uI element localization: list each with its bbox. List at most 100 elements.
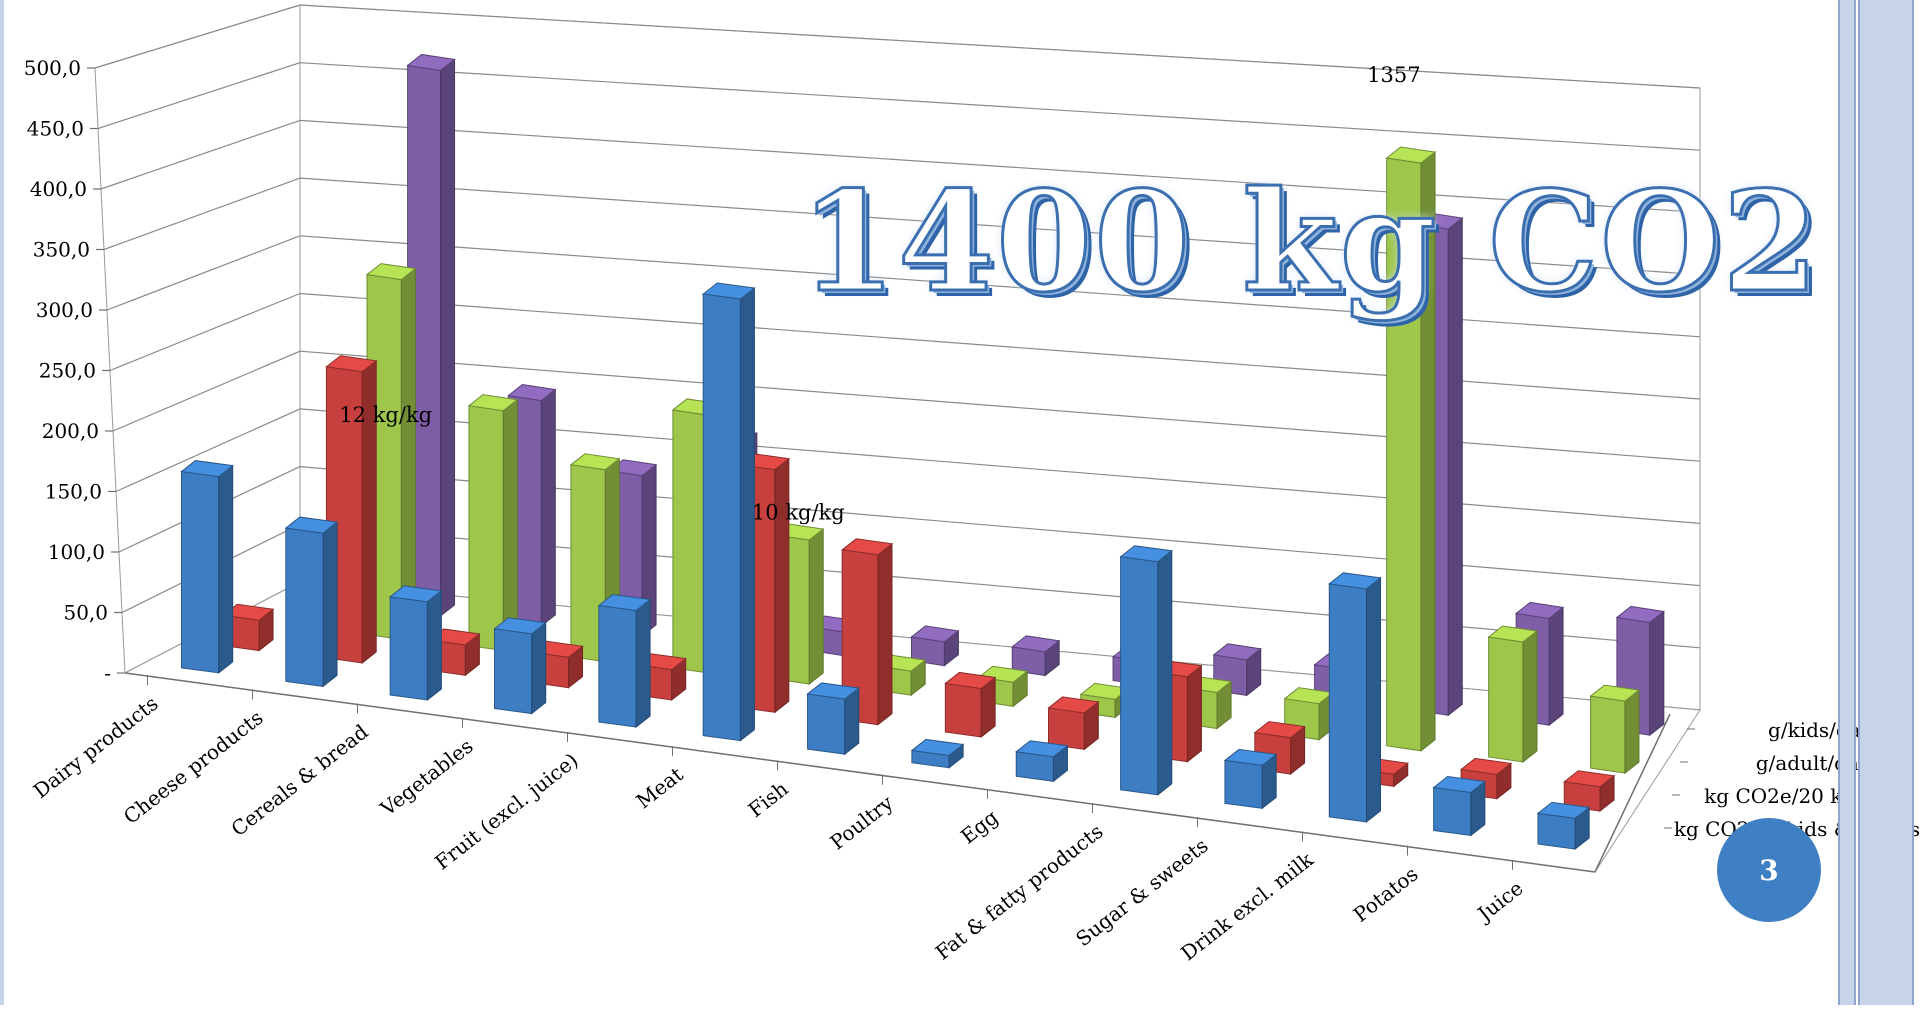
- gridline-side: [97, 62, 301, 130]
- depth-axis-line: [1594, 713, 1671, 873]
- bar-side: [502, 398, 518, 652]
- bar-front: [1433, 786, 1472, 837]
- x-tick-label: Potatos: [1349, 862, 1423, 927]
- bar-side: [1522, 629, 1538, 763]
- bar-front: [944, 682, 982, 738]
- y-tick-label: 100,0: [48, 540, 105, 564]
- y-tick-label: 400,0: [30, 177, 87, 201]
- bar-side: [1186, 664, 1202, 763]
- left-decor-line: [0, 0, 4, 1005]
- bar-side: [400, 267, 416, 641]
- bar-top: [569, 453, 621, 471]
- y-tick-label: -: [104, 661, 111, 685]
- bar-side: [531, 621, 547, 715]
- bar-side: [440, 58, 456, 618]
- bar-top: [1589, 684, 1641, 702]
- bar-front: [1488, 636, 1524, 763]
- bar-side: [635, 598, 651, 729]
- bar-top: [388, 585, 443, 603]
- bar-top: [1212, 643, 1262, 661]
- y-tick-label: 350,0: [33, 238, 90, 262]
- bar-side: [1624, 689, 1640, 775]
- bar-top: [180, 460, 234, 478]
- gridline-side: [112, 350, 301, 432]
- gridline: [299, 292, 1701, 400]
- bar-top: [365, 263, 417, 281]
- gridline: [299, 119, 1701, 213]
- y-tick-label: 450,0: [27, 117, 84, 141]
- bar-front: [1328, 583, 1367, 823]
- bar-top: [1487, 625, 1539, 643]
- bar-top: [1536, 801, 1591, 819]
- bar-front: [1224, 759, 1263, 809]
- bar-top: [840, 538, 894, 556]
- x-tick-label: Fish: [744, 776, 793, 822]
- gridline: [299, 177, 1701, 276]
- bar-top: [507, 384, 557, 402]
- bar-side: [1548, 606, 1564, 727]
- bar-side: [540, 388, 556, 627]
- x-tick-label: Egg: [956, 805, 1003, 849]
- bar-side: [774, 457, 790, 714]
- gridline-side: [103, 177, 301, 251]
- bar-top: [493, 617, 547, 635]
- gridline: [299, 350, 1701, 462]
- bar-top: [944, 671, 997, 689]
- y-tick-label: 250,0: [39, 359, 96, 383]
- page-number-badge: 3: [1717, 818, 1821, 922]
- bar-front: [1537, 812, 1576, 850]
- gridline: [299, 235, 1701, 338]
- bar-top: [1615, 605, 1666, 623]
- bar-top: [1432, 776, 1487, 794]
- bar-top: [806, 682, 861, 700]
- data-annotation: 1357: [1367, 63, 1420, 87]
- gridline-side: [94, 4, 301, 69]
- bar-side: [1649, 610, 1665, 737]
- bar-top: [1514, 601, 1565, 619]
- x-tick-label: Dairy products: [29, 691, 163, 803]
- bar-front: [672, 409, 708, 674]
- bar-top: [284, 516, 339, 534]
- bar-top: [467, 394, 519, 412]
- bar-side: [877, 542, 893, 726]
- x-tick-label: Juice: [1472, 876, 1528, 927]
- x-tick-label: Vegetables: [375, 734, 478, 821]
- x-tick-label: Poultry: [825, 790, 898, 854]
- x-axis-line: [124, 672, 1596, 873]
- bar-top: [910, 738, 965, 756]
- bar-top: [1223, 748, 1278, 766]
- bar-front: [702, 293, 741, 742]
- bar-front: [1120, 556, 1159, 796]
- bar-side: [322, 521, 338, 688]
- bar-top: [1253, 721, 1306, 739]
- bar-top: [325, 355, 378, 373]
- bar-front: [285, 527, 324, 687]
- bar-front: [494, 628, 533, 715]
- bar-side: [808, 528, 824, 686]
- y-tick-label: 300,0: [36, 298, 93, 322]
- bar-front: [807, 693, 846, 755]
- right-decor-band-outer: [1858, 0, 1914, 1005]
- bar-top: [1385, 146, 1437, 164]
- gridline: [299, 4, 1701, 89]
- bar-front: [1048, 707, 1085, 750]
- bar-top: [1459, 757, 1513, 775]
- bar-top: [1015, 740, 1069, 758]
- x-tick-label: Meat: [632, 762, 688, 813]
- bar-side: [1157, 549, 1173, 796]
- gridline-side: [106, 235, 301, 311]
- bar-top: [597, 593, 652, 612]
- gridline-side: [109, 292, 301, 372]
- bar-top: [701, 282, 756, 300]
- bar-front: [1590, 695, 1626, 774]
- gridline: [299, 62, 1701, 151]
- bar-top: [1047, 696, 1100, 714]
- bar-side: [218, 464, 234, 674]
- gridline-side: [115, 408, 301, 493]
- overlay-title: 1400 kg CO2: [798, 159, 1821, 325]
- bar-side: [1365, 576, 1381, 823]
- y-tick-label: 200,0: [42, 419, 99, 443]
- y-tick-label: 500,0: [24, 56, 81, 80]
- data-annotation: 10 kg/kg: [752, 501, 845, 525]
